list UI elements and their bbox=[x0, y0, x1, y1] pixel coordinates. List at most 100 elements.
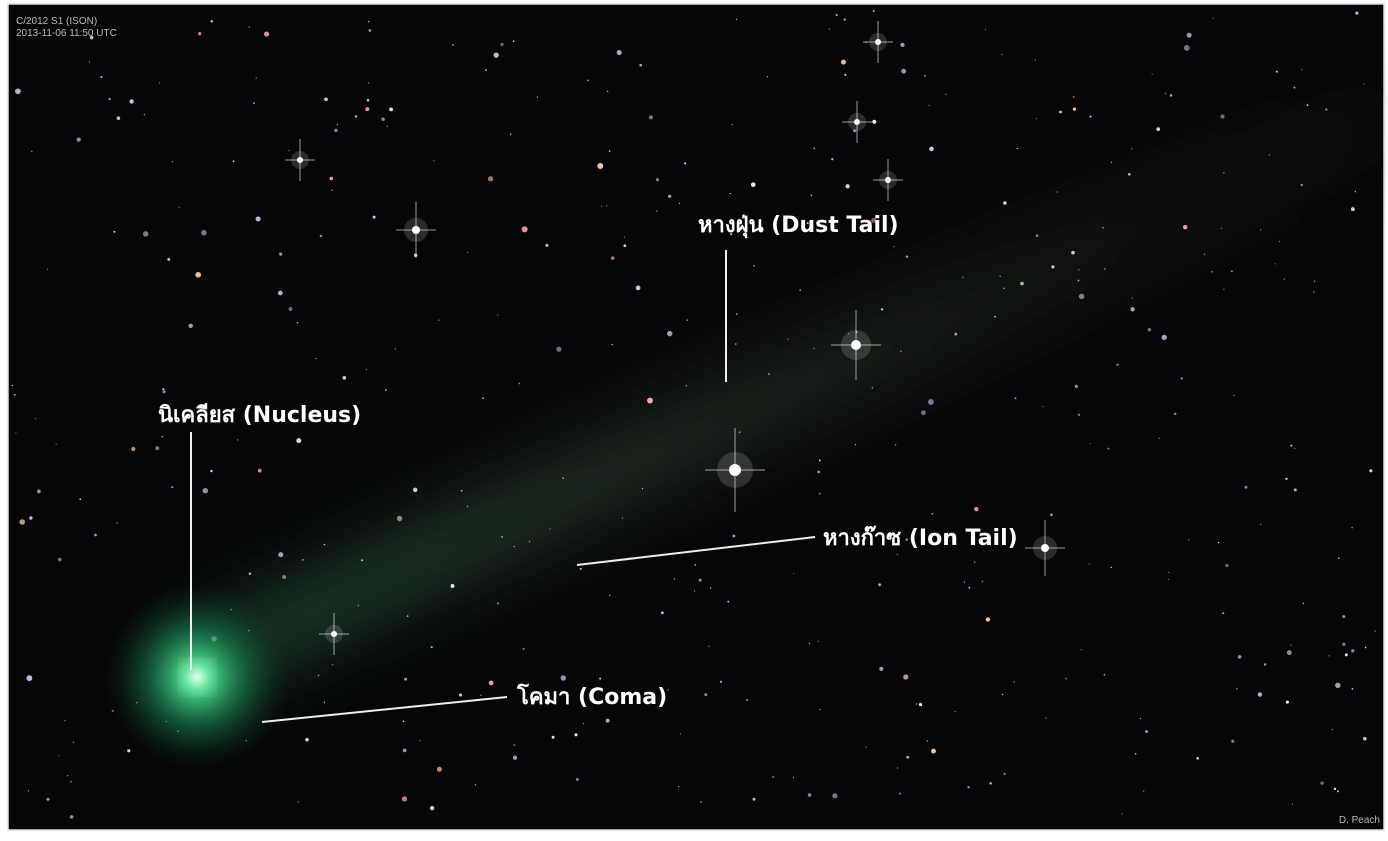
star bbox=[1140, 718, 1141, 719]
star bbox=[809, 643, 810, 644]
star bbox=[127, 749, 130, 752]
star bbox=[467, 252, 468, 253]
star bbox=[1337, 790, 1339, 792]
star bbox=[684, 162, 686, 164]
star bbox=[1332, 729, 1333, 730]
star bbox=[162, 388, 164, 390]
star bbox=[895, 444, 896, 445]
star bbox=[179, 207, 180, 208]
star bbox=[1363, 83, 1364, 84]
star bbox=[1111, 567, 1112, 568]
star bbox=[461, 490, 463, 492]
star bbox=[289, 307, 293, 311]
star bbox=[611, 256, 615, 260]
star bbox=[395, 348, 396, 349]
star bbox=[403, 720, 405, 722]
star bbox=[1050, 513, 1053, 516]
star bbox=[15, 88, 21, 94]
star bbox=[817, 471, 820, 474]
star bbox=[324, 702, 325, 703]
star bbox=[1184, 45, 1190, 51]
star bbox=[982, 581, 983, 582]
star bbox=[808, 793, 812, 797]
star bbox=[237, 439, 238, 440]
star bbox=[967, 786, 969, 788]
star bbox=[832, 793, 837, 798]
star bbox=[1313, 291, 1315, 293]
star bbox=[729, 193, 730, 194]
star bbox=[256, 216, 261, 221]
star bbox=[28, 790, 29, 791]
star bbox=[389, 107, 393, 111]
star bbox=[793, 573, 794, 574]
star bbox=[1135, 753, 1137, 755]
credit: D. Peach bbox=[1339, 815, 1380, 826]
star bbox=[1078, 280, 1080, 282]
star bbox=[607, 91, 608, 92]
star bbox=[330, 177, 334, 181]
star bbox=[1183, 225, 1187, 229]
star bbox=[35, 418, 36, 419]
star bbox=[1345, 653, 1348, 656]
star bbox=[606, 205, 607, 206]
star bbox=[334, 129, 338, 133]
star bbox=[1284, 278, 1285, 279]
star bbox=[929, 147, 934, 152]
star bbox=[974, 507, 979, 512]
star bbox=[872, 120, 876, 124]
star bbox=[64, 720, 65, 721]
star bbox=[768, 373, 770, 375]
star bbox=[855, 444, 856, 445]
star bbox=[612, 344, 613, 345]
star bbox=[962, 277, 963, 278]
star bbox=[1223, 289, 1224, 290]
star bbox=[1293, 87, 1295, 89]
label-dust-tail: หางฝุ่น (Dust Tail) bbox=[698, 213, 899, 239]
star bbox=[1294, 488, 1297, 491]
star bbox=[609, 150, 611, 152]
star bbox=[583, 723, 584, 724]
star bbox=[1003, 288, 1004, 289]
star bbox=[893, 246, 894, 247]
star bbox=[624, 237, 625, 238]
star bbox=[597, 163, 603, 169]
star bbox=[736, 313, 738, 315]
star bbox=[108, 98, 110, 100]
star bbox=[667, 331, 672, 336]
star bbox=[587, 79, 589, 81]
star bbox=[836, 14, 838, 16]
star bbox=[1003, 201, 1007, 205]
star bbox=[986, 617, 990, 621]
star bbox=[413, 488, 418, 493]
star bbox=[921, 410, 926, 415]
star bbox=[623, 244, 626, 247]
star bbox=[1103, 227, 1104, 228]
star bbox=[73, 742, 74, 743]
star bbox=[1355, 11, 1358, 14]
star bbox=[523, 648, 525, 650]
star bbox=[1222, 612, 1224, 614]
star bbox=[1334, 788, 1336, 790]
star bbox=[720, 681, 722, 683]
page: C/2012 S1 (ISON) 2013-11-06 11:50 UTC D.… bbox=[0, 0, 1388, 841]
star bbox=[1275, 263, 1276, 264]
star bbox=[203, 488, 208, 493]
star bbox=[873, 10, 875, 12]
star bbox=[282, 575, 286, 579]
star bbox=[561, 675, 566, 680]
star bbox=[928, 105, 929, 106]
star bbox=[100, 76, 102, 78]
star bbox=[31, 150, 33, 152]
star bbox=[210, 470, 212, 472]
star bbox=[1338, 557, 1340, 559]
star bbox=[727, 601, 729, 603]
star bbox=[1374, 630, 1375, 631]
star bbox=[636, 286, 641, 291]
star bbox=[668, 689, 669, 690]
star bbox=[799, 289, 801, 291]
star bbox=[694, 590, 695, 591]
star bbox=[1130, 307, 1134, 311]
star bbox=[829, 28, 830, 29]
star bbox=[143, 231, 149, 237]
star bbox=[279, 253, 282, 256]
